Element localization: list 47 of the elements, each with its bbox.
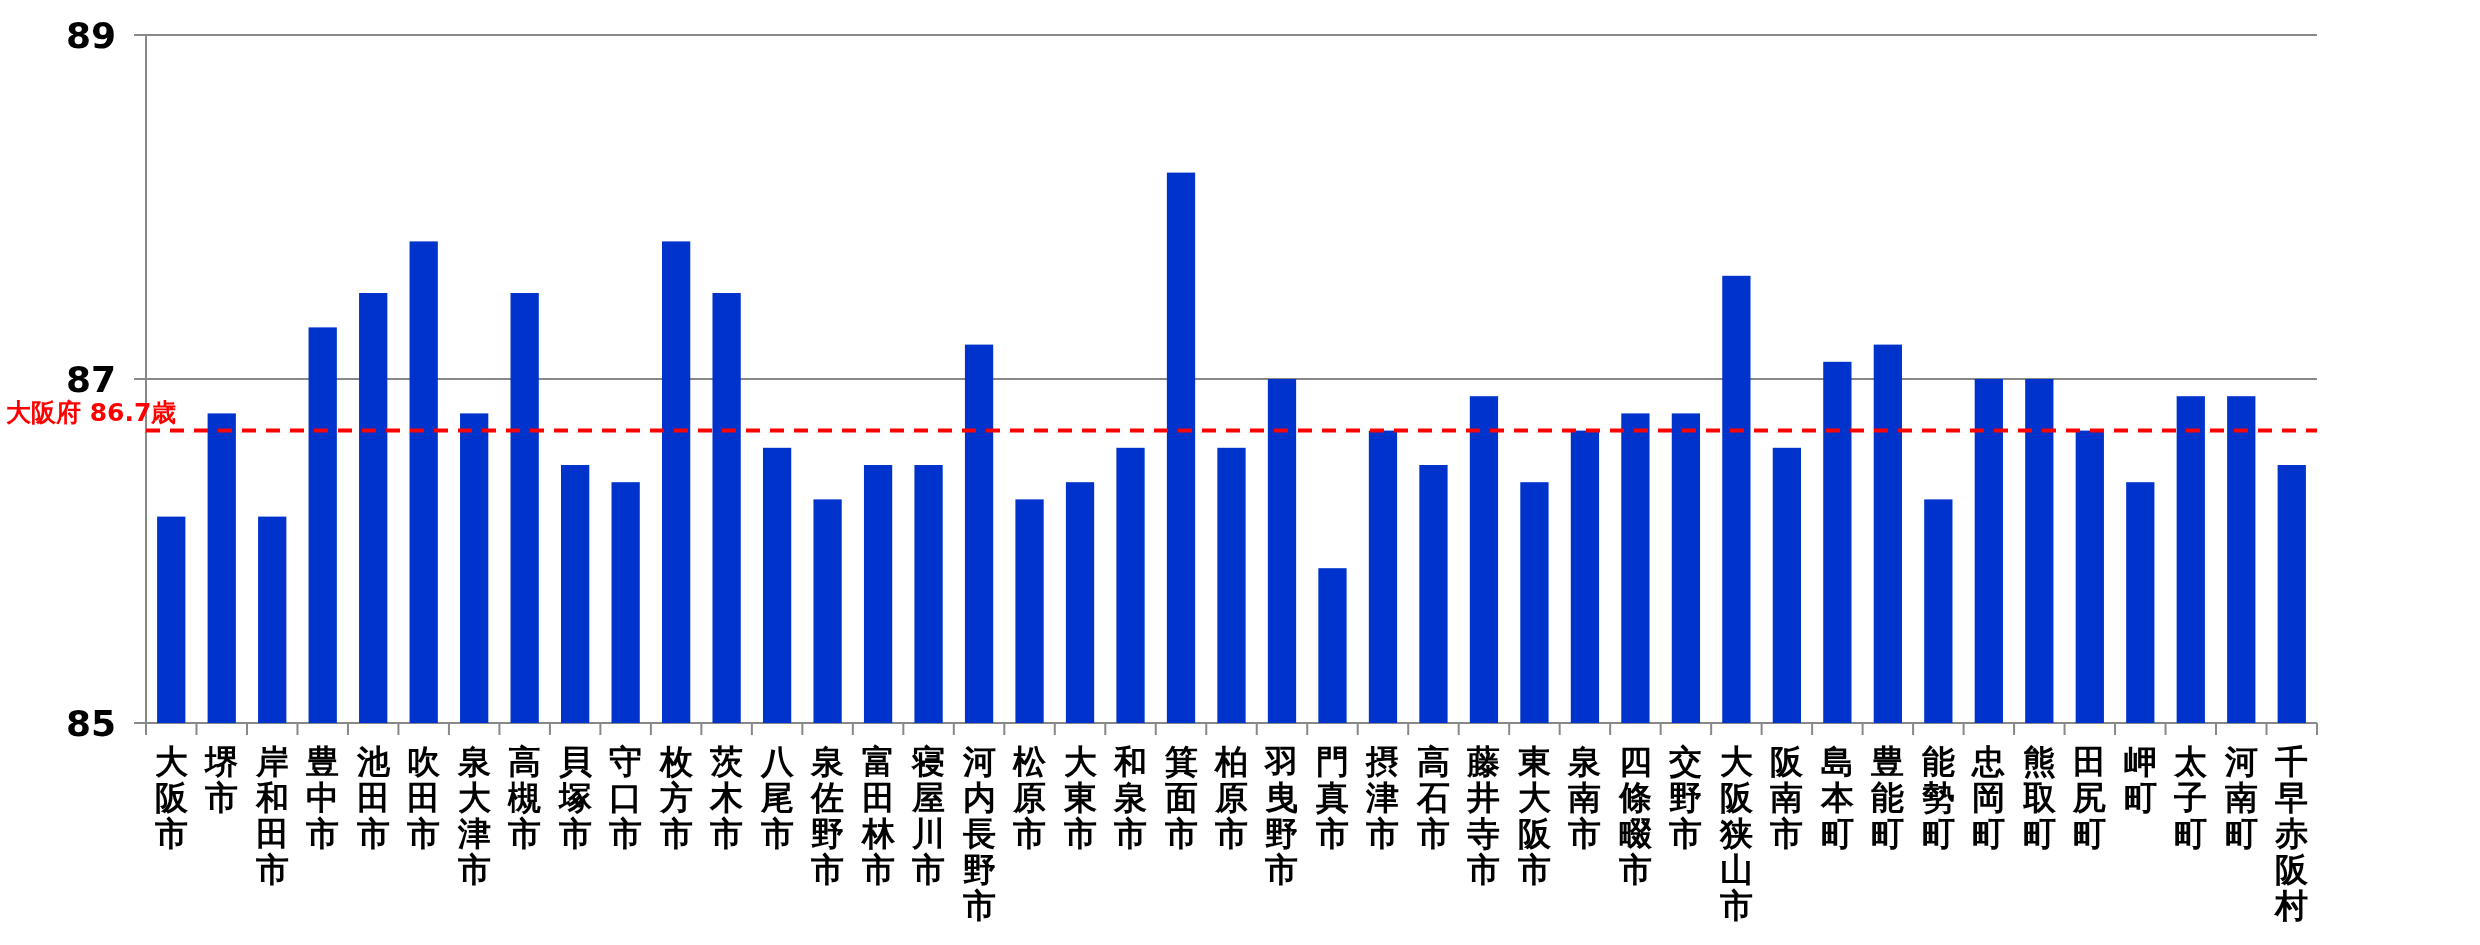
x-tick-label: 柏原市 xyxy=(1213,742,1248,853)
x-tick-label: 大東市 xyxy=(1062,742,1097,853)
x-tick-label: 河内長野市 xyxy=(961,742,996,925)
x-tick-label: 熊取町 xyxy=(2021,742,2057,853)
x-tick-label: 千早赤阪村 xyxy=(2273,742,2310,925)
x-tick-label: 田尻町 xyxy=(2072,742,2107,853)
x-tick-label: 大阪市 xyxy=(153,742,189,853)
x-tick-label: 豊中市 xyxy=(305,742,340,853)
x-tick-label: 大阪狭山市 xyxy=(1718,742,1754,925)
x-tick-label: 摂津市 xyxy=(1365,742,1400,853)
x-tick-label: 藤井寺市 xyxy=(1466,742,1501,889)
y-tick-label: 87 xyxy=(65,358,116,400)
x-tick-label: 高石市 xyxy=(1415,742,1450,853)
x-tick-label: 茨木市 xyxy=(709,742,744,853)
x-tick-label: 交野市 xyxy=(1668,742,1703,853)
x-tick-label: 河南町 xyxy=(2223,742,2258,853)
x-tick-label: 寝屋川市 xyxy=(910,742,946,889)
x-tick-label: 富田林市 xyxy=(859,742,896,889)
x-tick-label: 忠岡町 xyxy=(1970,742,2006,853)
x-tick-label: 豊能町 xyxy=(1871,742,1905,853)
x-tick-label: 羽曳野市 xyxy=(1263,742,1299,889)
x-tick-label: 貝塚市 xyxy=(556,742,593,853)
x-tick-label: 堺市 xyxy=(203,742,239,817)
x-tick-label: 岬町 xyxy=(2123,742,2157,817)
x-tick-label: 池田市 xyxy=(355,742,391,853)
x-tick-label: 高槻市 xyxy=(507,742,542,853)
x-tick-label: 泉南市 xyxy=(1567,742,1602,853)
x-tick-label: 和泉市 xyxy=(1113,742,1148,853)
x-tick-label: 八尾市 xyxy=(759,742,795,853)
y-tick-label: 89 xyxy=(65,14,116,56)
x-tick-label: 東大阪市 xyxy=(1516,742,1552,889)
x-tick-label: 島本町 xyxy=(1819,742,1855,853)
x-tick-label: 阪南市 xyxy=(1769,742,1805,853)
x-tick-label: 箕面市 xyxy=(1163,742,1198,853)
x-tick-label: 守口市 xyxy=(608,742,643,853)
x-tick-label: 泉佐野市 xyxy=(809,742,845,889)
x-tick-label: 門真市 xyxy=(1314,742,1349,853)
x-tick-label: 太子町 xyxy=(2173,742,2209,853)
x-tick-label: 松原市 xyxy=(1012,742,1048,853)
x-tick-label: 岸和田市 xyxy=(254,742,289,889)
x-tick-label: 吹田市 xyxy=(406,742,442,853)
ref-line-label: 大阪府 86.7歳 xyxy=(6,397,177,427)
x-tick-label: 枚方市 xyxy=(657,742,694,853)
y-tick-label: 85 xyxy=(65,702,116,744)
x-tick-label: 四條畷市 xyxy=(1617,742,1653,889)
x-tick-label: 能勢町 xyxy=(1920,742,1955,853)
x-tick-label: 泉大津市 xyxy=(456,742,491,889)
